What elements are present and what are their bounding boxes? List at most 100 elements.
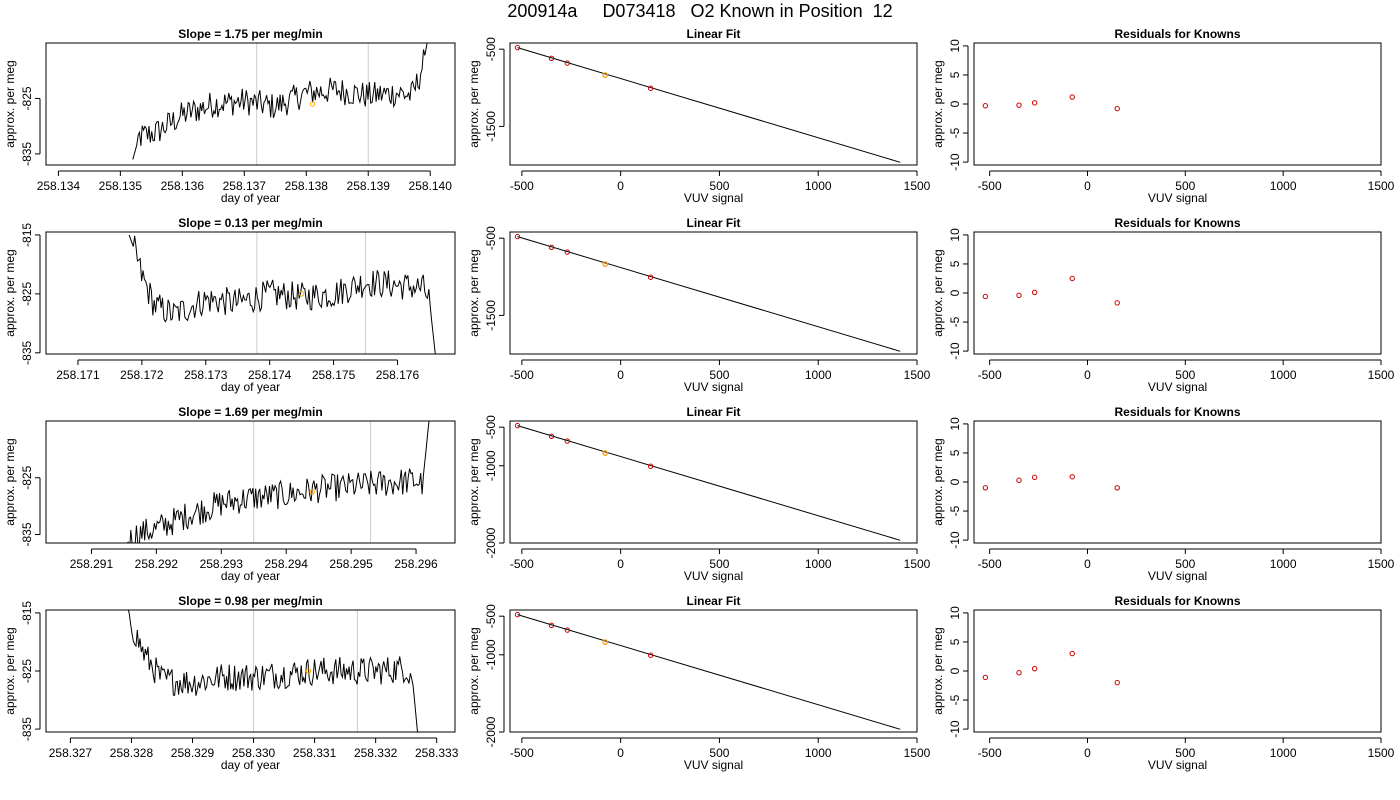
panel-1-xtick-label: 258.140 bbox=[409, 179, 453, 193]
panel-7-signal-trace bbox=[126, 421, 430, 543]
panel-5-data-point bbox=[647, 274, 654, 280]
panel-4-xtick-label: 258.174 bbox=[248, 368, 292, 382]
panel-7-xtick-label: 258.294 bbox=[265, 557, 309, 571]
panel-1-xtick-label: 258.134 bbox=[37, 179, 81, 193]
panel-4-signal-trace bbox=[128, 234, 436, 354]
panel-9-xlabel: VUV signal bbox=[1148, 569, 1207, 583]
panel-7-xlabel: day of year bbox=[221, 569, 280, 583]
panel-10-xtick-label: 258.327 bbox=[49, 746, 93, 760]
panel-9-ytick-label: 10 bbox=[948, 417, 962, 431]
panel-12-frame bbox=[973, 609, 1382, 733]
panel-9-xtick-label: -500 bbox=[978, 557, 1002, 571]
panel-3-xlabel: VUV signal bbox=[1148, 191, 1207, 205]
panel-3-data-point bbox=[1069, 94, 1075, 100]
panel-8-ytick-label: -2000 bbox=[484, 527, 498, 558]
panel-4-ylabel: approx. per meg bbox=[3, 249, 17, 336]
panel-3-title: Residuals for Knowns bbox=[1114, 27, 1240, 41]
panel-8-ytick-label: -1000 bbox=[484, 450, 498, 481]
panel-4-ytick-label: -815 bbox=[20, 223, 34, 247]
panel-3-xtick-label: 500 bbox=[1175, 179, 1195, 193]
panel-8-fit-line bbox=[517, 425, 901, 541]
panel-12-xtick-label: 500 bbox=[1175, 746, 1195, 760]
panel-6-frame bbox=[973, 231, 1382, 355]
panel-6-xtick-label: -500 bbox=[978, 368, 1002, 382]
panel-12-data-point bbox=[1016, 670, 1022, 676]
panel-12-data-point bbox=[1114, 679, 1120, 686]
panel-11-xlabel: VUV signal bbox=[684, 758, 743, 772]
panel-5-xtick-label: 1000 bbox=[805, 368, 832, 382]
panel-12-xtick-label: 1000 bbox=[1270, 746, 1297, 760]
panel-5-frame bbox=[509, 231, 918, 355]
panel-8-frame bbox=[509, 420, 918, 544]
panel-10-ytick-label: -815 bbox=[20, 601, 34, 625]
panel-8-data-point bbox=[564, 438, 570, 444]
panel-10-xlabel: day of year bbox=[221, 758, 280, 772]
panel-4-xtick-label: 258.172 bbox=[120, 368, 164, 382]
panel-4-xtick-label: 258.176 bbox=[376, 368, 420, 382]
panel-5-title: Linear Fit bbox=[686, 216, 740, 230]
panel-7-ytick-label: -835 bbox=[20, 522, 34, 546]
run-date: 200914a bbox=[507, 1, 578, 21]
panel-6-data-point bbox=[1069, 275, 1075, 282]
panel-6-ylabel: approx. per meg bbox=[931, 249, 945, 336]
panel-1-title: Slope = 1.75 per meg/min bbox=[178, 27, 322, 41]
panel-1-xtick-label: 258.135 bbox=[99, 179, 143, 193]
panel-12-data-point bbox=[1069, 650, 1075, 657]
panel-11-ylabel: approx. per meg bbox=[467, 627, 481, 714]
panel-11-xtick-label: -500 bbox=[510, 746, 534, 760]
panel-8-xtick-label: -500 bbox=[510, 557, 534, 571]
panel-12-ytick-label: 5 bbox=[948, 638, 962, 645]
panel-7-xtick-label: 258.291 bbox=[70, 557, 114, 571]
panel-10-xtick-label: 258.329 bbox=[171, 746, 215, 760]
panel-7-frame bbox=[45, 420, 456, 544]
panel-11-data-point bbox=[548, 622, 555, 628]
panel-2-title: Linear Fit bbox=[686, 27, 740, 41]
panel-2-xtick-label: 0 bbox=[617, 179, 624, 193]
panel-12-xlabel: VUV signal bbox=[1148, 758, 1207, 772]
panel-1-xlabel: day of year bbox=[221, 191, 280, 205]
panel-3-frame bbox=[973, 42, 1382, 166]
panel-12-data-point bbox=[982, 674, 989, 681]
panel-9-data-point bbox=[1031, 474, 1038, 481]
panel-2-xtick-label: -500 bbox=[510, 179, 534, 193]
panel-1-signal-trace bbox=[132, 43, 428, 160]
panel-9-title: Residuals for Knowns bbox=[1114, 405, 1240, 419]
panel-2-frame bbox=[509, 42, 918, 166]
panel-4-title: Slope = 0.13 per meg/min bbox=[178, 216, 322, 230]
panel-8-xlabel: VUV signal bbox=[684, 569, 743, 583]
panel-9-ytick-label: -5 bbox=[948, 505, 962, 516]
panel-5-data-point bbox=[548, 244, 555, 250]
panel-8-xtick-label: 500 bbox=[709, 557, 729, 571]
panel-3-xtick-label: 0 bbox=[1084, 179, 1091, 193]
panel-12-ytick-label: -5 bbox=[948, 694, 962, 705]
panel-8-data-point bbox=[548, 433, 555, 439]
panel-3-xtick-label: 1000 bbox=[1270, 179, 1297, 193]
panel-5-xtick-label: -500 bbox=[510, 368, 534, 382]
panel-7-xtick-label: 258.296 bbox=[394, 557, 438, 571]
panel-7-title: Slope = 1.69 per meg/min bbox=[178, 405, 322, 419]
panel-2-data-point bbox=[564, 60, 570, 66]
panel-10-xtick-label: 258.331 bbox=[293, 746, 337, 760]
panel-3-data-point bbox=[1031, 100, 1038, 106]
panel-1-xtick-label: 258.137 bbox=[223, 179, 267, 193]
panel-9-ytick-label: -10 bbox=[948, 531, 962, 549]
panel-6-ytick-label: 10 bbox=[948, 228, 962, 242]
panel-9-xtick-label: 1000 bbox=[1270, 557, 1297, 571]
panel-3-ylabel: approx. per meg bbox=[931, 60, 945, 147]
panel-10-frame bbox=[45, 609, 456, 733]
panel-11-title: Linear Fit bbox=[686, 594, 740, 608]
panel-7-ylabel: approx. per meg bbox=[3, 438, 17, 525]
cylinder-id: D073418 bbox=[602, 1, 676, 21]
panel-5-ytick-label: -500 bbox=[484, 226, 498, 250]
panel-3-ytick-label: 5 bbox=[948, 71, 962, 78]
panel-3-xtick-label: 1500 bbox=[1368, 179, 1395, 193]
panel-6-xtick-label: 500 bbox=[1175, 368, 1195, 382]
panel-10-xtick-label: 258.333 bbox=[415, 746, 459, 760]
panel-5-highlight-point bbox=[602, 261, 609, 267]
panel-6-xtick-label: 0 bbox=[1084, 368, 1091, 382]
known-description: O2 Known in Position 12 bbox=[690, 1, 893, 21]
panel-10-mean-point bbox=[305, 668, 312, 674]
panel-9-ylabel: approx. per meg bbox=[931, 438, 945, 525]
panel-12-ylabel: approx. per meg bbox=[931, 627, 945, 714]
panel-8-title: Linear Fit bbox=[686, 405, 740, 419]
